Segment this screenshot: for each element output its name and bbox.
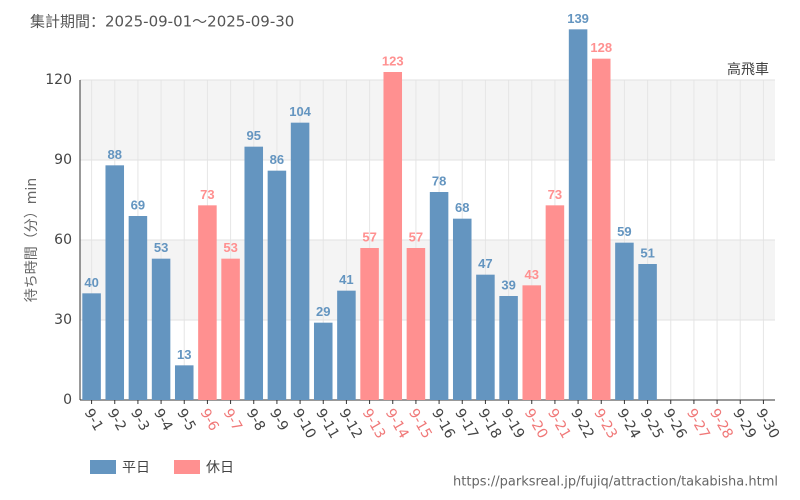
bar xyxy=(383,72,403,400)
x-tick-label: 9-24 xyxy=(613,406,643,442)
value-label: 86 xyxy=(270,152,284,167)
bar xyxy=(337,290,356,400)
legend-swatch xyxy=(90,460,116,474)
x-tick-label: 9-17 xyxy=(451,406,481,442)
value-label: 41 xyxy=(339,272,353,287)
bar xyxy=(638,264,657,400)
x-tick-label: 9-8 xyxy=(243,406,268,434)
x-tick-label: 9-23 xyxy=(590,406,620,442)
value-label: 53 xyxy=(223,240,237,255)
value-label: 59 xyxy=(617,224,631,239)
bar xyxy=(545,205,565,400)
bar xyxy=(221,258,240,400)
value-label: 73 xyxy=(548,187,562,202)
x-tick-label: 9-30 xyxy=(752,406,782,442)
x-tick-label: 9-25 xyxy=(637,406,667,442)
x-tick-label: 9-3 xyxy=(127,406,152,434)
value-label: 40 xyxy=(84,275,98,290)
x-tick-label: 9-2 xyxy=(104,406,129,434)
x-tick-label: 9-15 xyxy=(405,406,435,442)
x-tick-label: 9-4 xyxy=(150,406,175,434)
x-tick-label: 9-12 xyxy=(335,406,365,442)
value-label: 68 xyxy=(455,200,469,215)
bar xyxy=(198,205,217,400)
bar xyxy=(615,242,634,400)
x-tick-label: 9-16 xyxy=(428,406,458,442)
bar xyxy=(82,293,101,400)
y-tick-label: 120 xyxy=(45,72,72,88)
legend-swatch xyxy=(174,460,200,474)
value-label: 29 xyxy=(316,304,330,319)
y-tick-label: 60 xyxy=(54,232,72,248)
x-tick-label: 9-22 xyxy=(567,406,597,442)
x-tick-label: 9-10 xyxy=(289,406,319,442)
value-label: 88 xyxy=(108,147,122,162)
x-tick-label: 9-21 xyxy=(544,406,574,442)
bar xyxy=(406,248,426,400)
value-label: 73 xyxy=(200,187,214,202)
value-label: 51 xyxy=(640,245,654,260)
y-axis-label: 待ち時間（分）min xyxy=(24,178,40,302)
value-label: 47 xyxy=(478,256,492,271)
y-tick-label: 90 xyxy=(54,152,72,168)
x-tick-label: 9-9 xyxy=(266,406,291,434)
grid-band xyxy=(80,80,775,160)
x-tick-label: 9-29 xyxy=(729,406,759,442)
value-label: 78 xyxy=(432,173,446,188)
annotation: 高飛車 xyxy=(727,61,769,78)
x-tick-label: 9-14 xyxy=(382,406,412,442)
value-label: 95 xyxy=(247,128,261,143)
legend-label: 休日 xyxy=(206,460,234,476)
value-label: 139 xyxy=(567,11,589,26)
bar xyxy=(128,216,148,400)
value-label: 13 xyxy=(177,347,191,362)
x-tick-label: 9-19 xyxy=(498,406,528,442)
x-tick-label: 9-5 xyxy=(173,406,198,434)
bar xyxy=(360,248,379,400)
y-tick-label: 0 xyxy=(63,392,72,408)
value-label: 53 xyxy=(154,240,168,255)
bar xyxy=(429,192,449,400)
bar xyxy=(522,285,542,400)
x-tick-label: 9-20 xyxy=(521,406,551,442)
y-tick-label: 30 xyxy=(54,312,72,328)
x-tick-label: 9-7 xyxy=(220,406,245,434)
x-tick-label: 9-11 xyxy=(312,406,342,442)
bar xyxy=(151,258,171,400)
value-label: 128 xyxy=(590,40,612,55)
bar xyxy=(568,29,588,400)
bar xyxy=(244,146,264,400)
value-label: 39 xyxy=(501,277,515,292)
value-label: 57 xyxy=(409,229,423,244)
value-label: 43 xyxy=(525,267,539,282)
bar xyxy=(591,58,611,401)
bar xyxy=(499,296,518,400)
x-tick-label: 9-6 xyxy=(196,406,221,434)
bar xyxy=(105,165,125,400)
x-tick-label: 9-26 xyxy=(660,406,690,442)
x-tick-label: 9-18 xyxy=(474,406,504,442)
bar xyxy=(267,170,287,400)
x-tick-label: 9-28 xyxy=(706,406,736,442)
bar xyxy=(174,365,194,400)
value-label: 69 xyxy=(131,197,145,212)
chart-title: 集計期間：2025-09-01～2025-09-30 xyxy=(30,13,294,31)
value-label: 104 xyxy=(289,104,311,119)
grid-band xyxy=(80,240,775,320)
value-label: 57 xyxy=(362,229,376,244)
bar xyxy=(476,274,495,400)
x-tick-label: 9-27 xyxy=(683,406,713,442)
x-tick-label: 9-1 xyxy=(81,406,106,434)
value-label: 123 xyxy=(382,53,404,68)
bar xyxy=(313,322,333,400)
x-tick-label: 9-13 xyxy=(359,406,389,442)
legend-label: 平日 xyxy=(122,460,150,476)
source: https://parksreal.jp/fujiq/attraction/ta… xyxy=(453,475,778,490)
bar xyxy=(290,122,310,401)
bar xyxy=(452,218,472,400)
